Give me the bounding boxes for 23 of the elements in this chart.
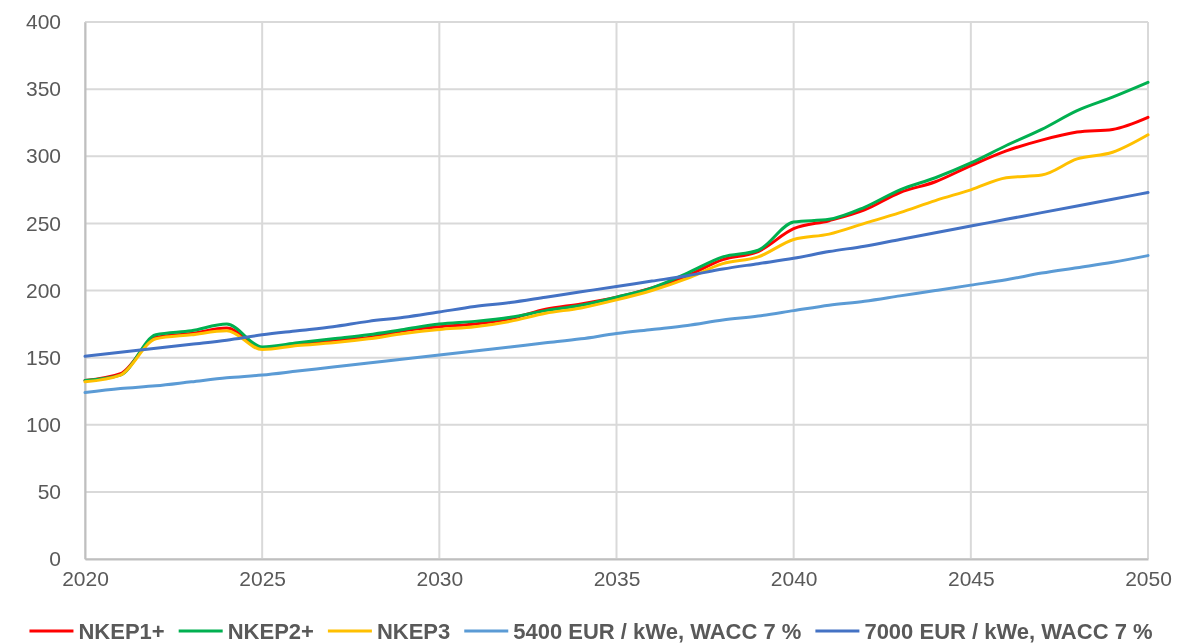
y-tick-label: 200 — [25, 278, 61, 302]
y-tick-label: 300 — [25, 144, 61, 168]
y-tick-label: 400 — [25, 10, 61, 34]
line-series — [83, 191, 1150, 358]
legend-label: 7000 EUR / kWe, WACC 7 % — [864, 618, 1153, 644]
x-tick-label: 2040 — [770, 566, 818, 590]
legend-label: NKEP1+ — [78, 618, 165, 644]
x-tick-label: 2030 — [416, 566, 464, 590]
x-tick-label: 2050 — [1125, 566, 1172, 590]
legend-label: NKEP3 — [376, 618, 451, 644]
x-tick-label: 2020 — [62, 566, 109, 590]
y-tick-label: 50 — [37, 480, 61, 504]
line-series — [83, 254, 1150, 395]
y-tick-label: 350 — [25, 77, 61, 101]
x-tick-label: 2045 — [947, 566, 995, 590]
y-tick-label: 150 — [25, 345, 61, 369]
x-tick-label: 2025 — [239, 566, 287, 590]
y-tick-label: 100 — [25, 412, 61, 436]
legend-label: 5400 EUR / kWe, WACC 7 % — [513, 618, 802, 644]
y-tick-label: 250 — [25, 211, 61, 235]
legend-label: NKEP2+ — [227, 618, 314, 644]
y-tick-label: 0 — [49, 547, 61, 571]
x-tick-label: 2035 — [593, 566, 641, 590]
